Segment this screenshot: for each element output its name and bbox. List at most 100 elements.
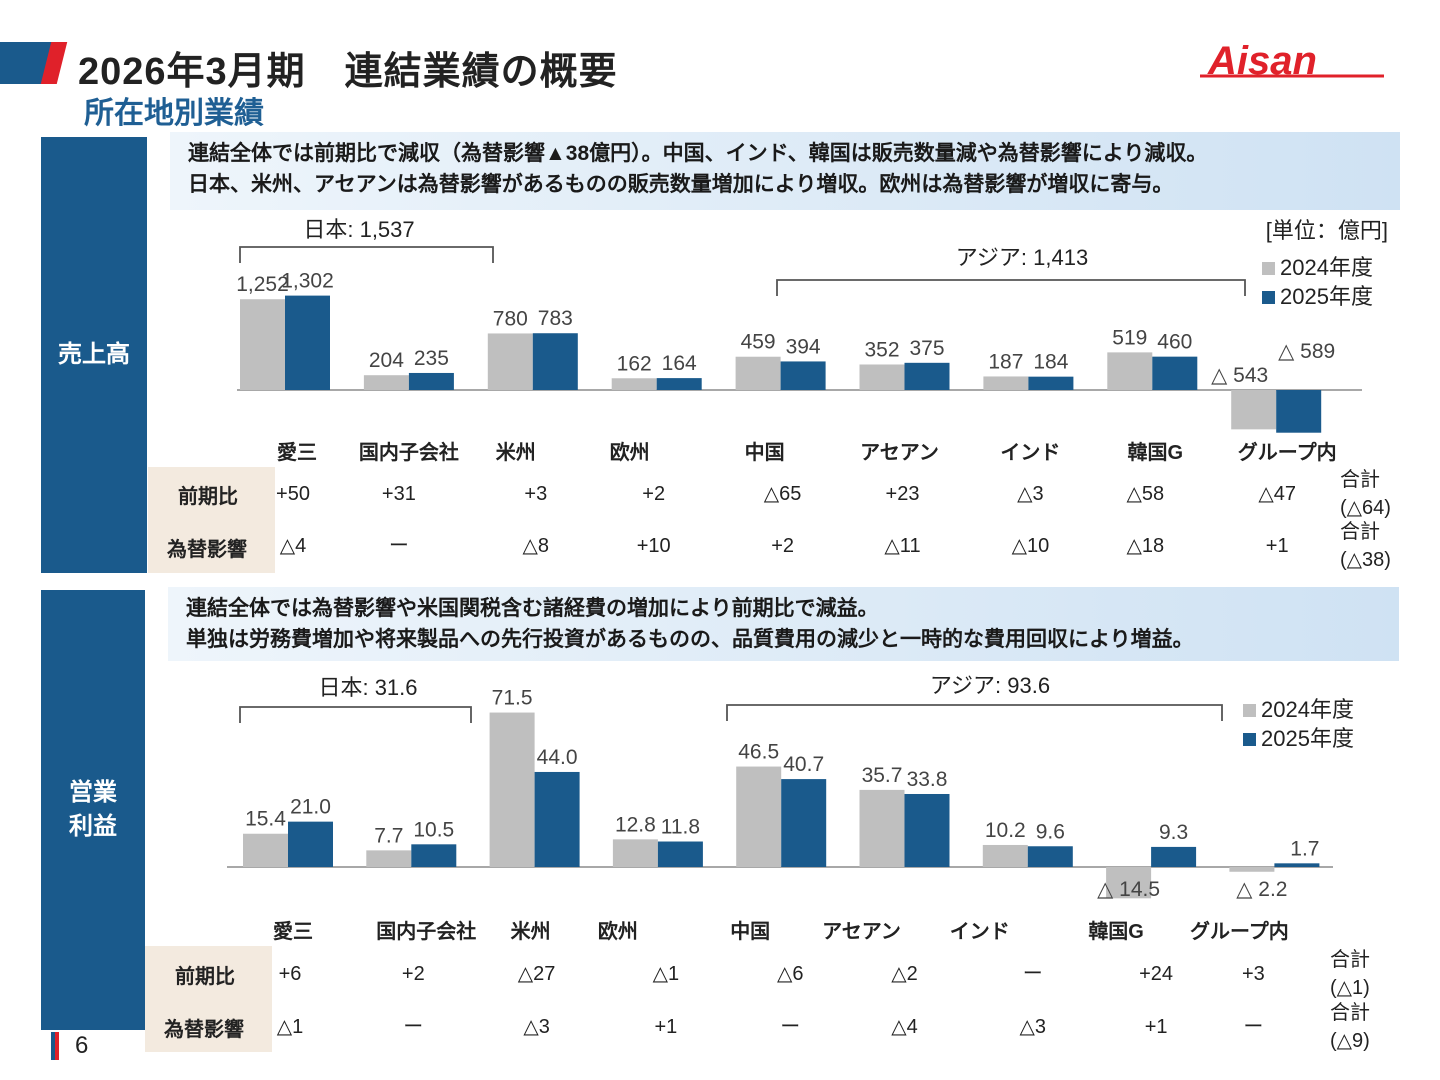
bar-fy2025 [285, 295, 330, 390]
op-row-label-fx: 為替影響 [164, 1019, 244, 1041]
legend-item: 2024年度 [1280, 255, 1373, 280]
bar-fy2025 [411, 844, 457, 867]
data-label: 71.5 [492, 687, 533, 710]
legend-swatch [1262, 262, 1275, 275]
yoy-value: △1 [653, 963, 680, 985]
category-label: アセアン [822, 921, 901, 943]
group-label: アジア: 93.6 [930, 673, 1050, 698]
fx-value: ー [403, 1016, 423, 1038]
unit-label: [単位：億円] [1266, 218, 1388, 243]
legend-item: 2024年度 [1261, 697, 1354, 722]
sales-note-line-2: 日本、米州、アセアンは為替影響があるものの販売数量増加により増収。欧州は為替影響… [188, 173, 1174, 196]
data-label: 352 [864, 338, 899, 361]
yoy-value: +31 [382, 483, 416, 505]
category-label: 韓国G [1088, 919, 1144, 943]
op-chart: 15.421.0 愛三 +6 △1 7.7 10.5 国内子会社 +2 ー 71.5 44.0 米州 △… [227, 673, 1370, 1052]
bar-fy2025 [532, 333, 578, 390]
data-label: 35.7 [862, 764, 903, 787]
op-row-label-box [145, 946, 272, 1052]
fx-value: △11 [884, 535, 920, 557]
bar-fy2024 [612, 839, 658, 867]
data-label: △ 14.5 [1097, 878, 1160, 901]
data-label: 9.6 [1036, 820, 1065, 843]
category-label: 韓国G [1128, 440, 1184, 464]
bar-fy2024 [487, 333, 533, 390]
data-label: 46.5 [738, 741, 779, 764]
fx-value: ー [389, 535, 409, 557]
page-subtitle: 所在地別業績 [84, 97, 264, 130]
bar-fy2025 [534, 771, 580, 867]
bar-fy2025 [1276, 390, 1322, 433]
fx-value: △3 [523, 1016, 550, 1038]
bar-fy2024 [363, 375, 409, 390]
data-label: 164 [662, 352, 697, 375]
category-label: 欧州 [610, 440, 650, 464]
data-label: 519 [1112, 326, 1147, 349]
yoy-value: +24 [1139, 963, 1173, 985]
group-bracket [239, 246, 494, 263]
bar-fy2024 [983, 376, 1029, 390]
category-label: アセアン [860, 442, 939, 464]
bar-fy2024 [859, 789, 905, 867]
yoy-value: +50 [276, 483, 310, 505]
data-label: 375 [909, 337, 944, 360]
bar-fy2025 [781, 779, 827, 867]
fx-value: +10 [637, 535, 671, 557]
sales-row-label-yoy: 前期比 [178, 486, 238, 508]
category-label: 国内子会社 [376, 919, 476, 943]
legend-item: 2025年度 [1261, 726, 1354, 751]
fx-value: +2 [771, 535, 794, 557]
data-label: 44.0 [537, 746, 578, 769]
bar-fy2024 [859, 364, 905, 390]
data-label: 9.3 [1159, 821, 1188, 844]
op-side-label-line-1: 営業 [69, 779, 117, 807]
data-label: 33.8 [907, 768, 948, 791]
op-row-label-yoy: 前期比 [175, 966, 235, 988]
legend-swatch [1262, 291, 1275, 304]
group-label: 日本: 31.6 [318, 675, 417, 700]
data-label: 10.2 [985, 819, 1026, 842]
data-label: 162 [617, 352, 652, 375]
data-label: 780 [493, 307, 528, 330]
category-label: 中国 [730, 919, 770, 943]
fx-value: +1 [654, 1016, 677, 1038]
op-note-line-1: 連結全体では為替影響や米国関税含む諸経費の増加により前期比で減益。 [186, 597, 879, 620]
yoy-value: △3 [1017, 483, 1044, 505]
yoy-value: +2 [402, 963, 425, 985]
fx-value: ー [780, 1016, 800, 1038]
legend-swatch [1243, 733, 1256, 746]
yoy-value: +23 [886, 483, 920, 505]
page-mark-blue [51, 1032, 55, 1060]
fx-value: △8 [523, 535, 550, 557]
data-label: 7.7 [374, 824, 403, 847]
fx-total: (△9) [1330, 1030, 1370, 1052]
bar-fy2024 [243, 833, 288, 867]
yoy-value: +3 [1242, 963, 1265, 985]
category-label: 米州 [511, 920, 551, 943]
fx-value: △18 [1126, 535, 1164, 557]
bar-fy2025 [1027, 846, 1073, 867]
bar-fy2024 [735, 356, 781, 390]
op-note-line-2: 単独は労務費増加や将来製品への先行投資があるものの、品質費用の減少と一時的な費用… [186, 628, 1194, 651]
data-label: △ 589 [1278, 340, 1335, 363]
fx-value: △3 [1020, 1016, 1047, 1038]
legend-swatch [1243, 704, 1256, 717]
category-label: 中国 [745, 440, 785, 464]
sales-row-label-fx: 為替影響 [167, 539, 247, 561]
category-label: 愛三 [277, 441, 317, 464]
yoy-value: △47 [1258, 483, 1296, 505]
fx-value: △1 [277, 1016, 304, 1038]
data-label: 40.7 [783, 753, 824, 776]
bar-fy2024 [1231, 390, 1277, 430]
total-label: 合計 [1340, 520, 1380, 543]
data-label: 204 [369, 349, 404, 372]
data-label: 235 [414, 347, 449, 370]
bar-fy2025 [657, 841, 703, 867]
bar-fy2024 [366, 850, 412, 867]
data-label: 15.4 [245, 808, 286, 831]
data-label: 10.5 [413, 818, 454, 841]
fx-value: △10 [1012, 535, 1050, 557]
bar-fy2024 [611, 378, 657, 390]
legend-item: 2025年度 [1280, 284, 1373, 309]
